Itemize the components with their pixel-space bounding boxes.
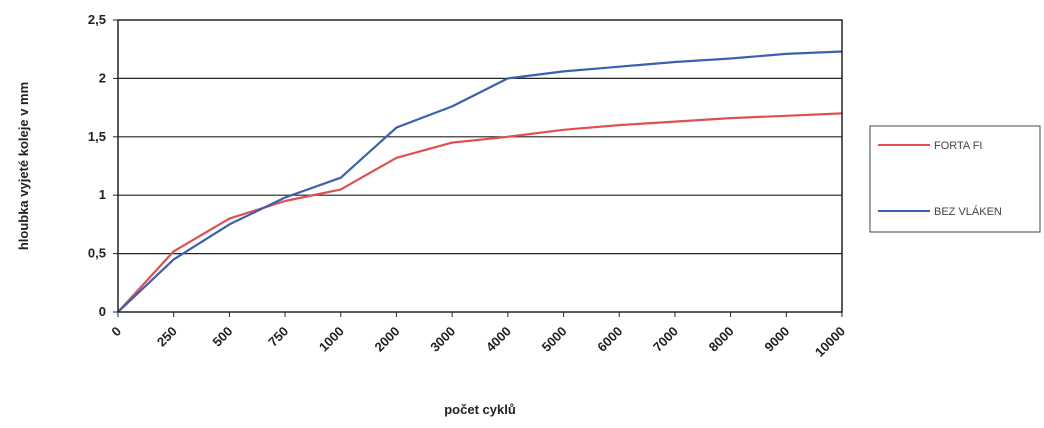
x-tick-label: 7000 bbox=[650, 324, 681, 355]
x-tick-label: 6000 bbox=[594, 324, 625, 355]
y-axis-ticks: 0 0,5 1 1,5 2 2,5 bbox=[88, 12, 118, 319]
x-tick-label: 2000 bbox=[372, 324, 403, 355]
legend-label-forta-fi: FORTA FI bbox=[934, 140, 983, 152]
x-tick-label: 750 bbox=[265, 324, 291, 350]
x-tick-label: 8000 bbox=[706, 324, 737, 355]
x-tick-label: 9000 bbox=[761, 324, 792, 355]
legend-label-bez-vlaken: BEZ VLÁKEN bbox=[934, 205, 1002, 218]
x-tick-label: 250 bbox=[154, 324, 180, 350]
y-tick-label: 0 bbox=[99, 304, 106, 319]
x-tick-label: 5000 bbox=[539, 324, 570, 355]
y-axis-title: hloubka vyjeté koleje v mm bbox=[16, 82, 31, 250]
y-tick-label: 2 bbox=[99, 70, 106, 85]
series-lines bbox=[117, 50, 843, 313]
y-tick-label: 1 bbox=[99, 187, 106, 202]
y-tick-label: 2,5 bbox=[88, 12, 106, 27]
x-tick-label: 1000 bbox=[316, 324, 347, 355]
legend: FORTA FI BEZ VLÁKEN bbox=[869, 125, 1041, 233]
gridlines bbox=[118, 77, 842, 255]
series-line-0 bbox=[117, 112, 843, 313]
series-line-1 bbox=[117, 50, 843, 313]
legend-box bbox=[869, 125, 1041, 233]
x-tick-label: 3000 bbox=[427, 324, 458, 355]
y-tick-label: 1,5 bbox=[88, 129, 106, 144]
x-axis-ticks: 0 250 500 750 1000 2000 3000 4000 5000 6000 7000 80… bbox=[108, 312, 848, 360]
x-tick-label: 500 bbox=[210, 324, 236, 350]
y-tick-label: 0,5 bbox=[88, 246, 106, 261]
x-axis-title: počet cyklů bbox=[444, 402, 516, 417]
x-tick-label: 10000 bbox=[812, 324, 848, 360]
x-tick-label: 4000 bbox=[483, 324, 514, 355]
x-tick-label: 0 bbox=[108, 324, 124, 340]
plot-area-frame bbox=[117, 19, 843, 313]
